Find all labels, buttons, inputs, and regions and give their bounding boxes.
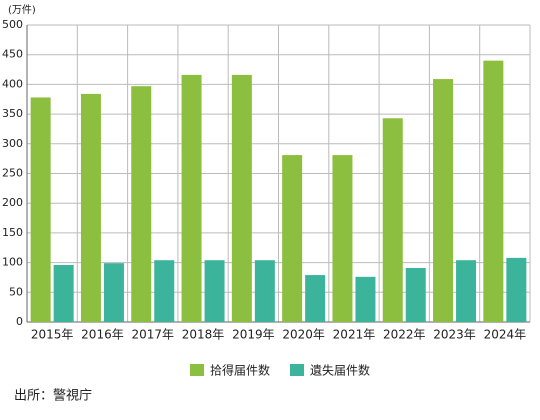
bar [332,155,353,322]
y-tick-label: 0 [16,315,23,328]
x-tick-label: 2019年 [232,328,275,342]
y-tick-label: 500 [2,18,23,31]
bar [103,263,124,322]
bar [355,276,376,322]
source: 出所：警視庁 [14,388,92,404]
x-tick-label: 2021年 [333,328,376,342]
bar [305,275,326,322]
bar [181,74,202,323]
bar [456,260,477,322]
x-tick-label: 2020年 [282,328,325,342]
x-tick-label: 2023年 [433,328,476,342]
y-tick-label: 150 [2,226,23,239]
unit-label: (万件) [8,4,36,16]
x-tick-label: 2015年 [31,328,74,342]
y-tick-label: 450 [2,48,23,61]
bar [80,93,101,323]
y-tick-label: 100 [2,256,23,269]
bar [506,257,527,322]
y-tick-label: 300 [2,137,23,150]
y-tick-label: 50 [9,285,23,298]
x-tick-label: 2024年 [484,328,527,342]
y-tick-label: 200 [2,196,23,209]
x-tick-label: 2017年 [131,328,174,342]
y-tick-label: 350 [2,107,23,120]
bar [154,260,175,322]
legend-swatch [290,364,304,376]
bar [204,260,225,322]
bar [382,118,403,323]
x-tick-label: 2018年 [182,328,225,342]
legend-swatch [190,364,204,376]
bar [231,74,252,323]
bar [53,264,74,322]
bar [131,86,152,322]
bar [254,260,275,322]
y-tick-label: 250 [2,167,23,180]
legend-label: 遺失届件数 [310,363,370,378]
bar [30,97,51,322]
x-tick-label: 2022年 [383,328,426,342]
bar [433,79,454,322]
y-tick-label: 400 [2,77,23,90]
bar [405,267,426,322]
x-tick-label: 2016年 [81,328,124,342]
bar [282,155,303,322]
legend-label: 拾得届件数 [210,363,270,378]
bar [483,60,504,322]
